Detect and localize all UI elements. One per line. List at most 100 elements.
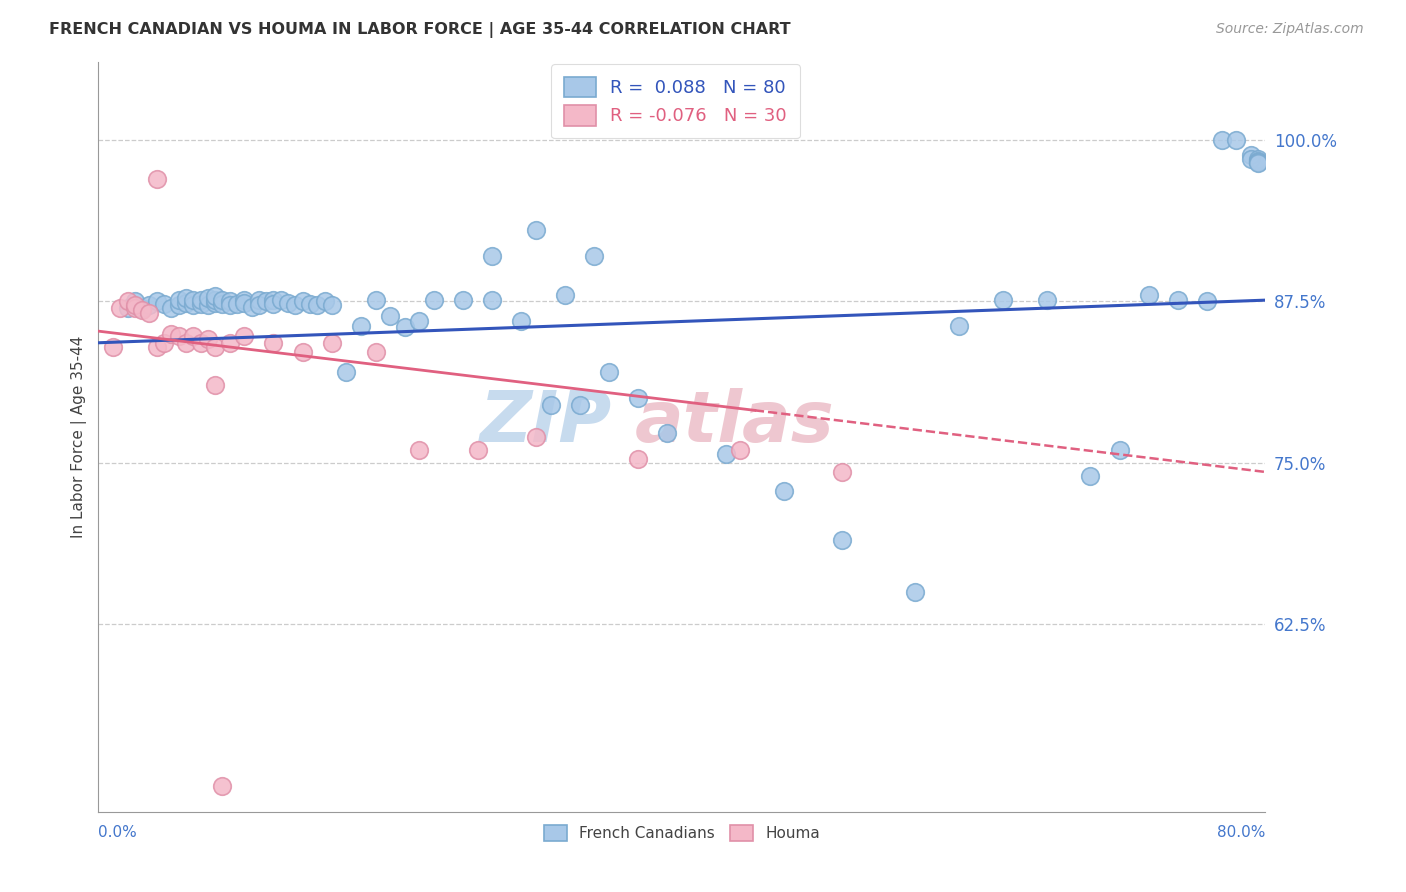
Text: FRENCH CANADIAN VS HOUMA IN LABOR FORCE | AGE 35-44 CORRELATION CHART: FRENCH CANADIAN VS HOUMA IN LABOR FORCE … — [49, 22, 790, 38]
Point — [174, 295, 197, 310]
Point — [181, 293, 204, 307]
Point — [1195, 294, 1218, 309]
Point — [380, 309, 402, 323]
Point — [211, 293, 233, 307]
Point — [160, 301, 183, 315]
Point — [1247, 155, 1270, 169]
Point — [146, 171, 169, 186]
Point — [291, 344, 314, 359]
Text: atlas: atlas — [636, 388, 835, 457]
Text: 80.0%: 80.0% — [1218, 824, 1265, 839]
Point — [138, 298, 160, 312]
Y-axis label: In Labor Force | Age 35-44: In Labor Force | Age 35-44 — [72, 336, 87, 538]
Point — [211, 779, 233, 793]
Point — [204, 378, 226, 392]
Point — [190, 293, 212, 307]
Point — [481, 249, 503, 263]
Point — [226, 297, 249, 311]
Point — [233, 295, 256, 310]
Point — [146, 294, 169, 309]
Point — [394, 320, 416, 334]
Point — [131, 303, 153, 318]
Point — [160, 326, 183, 341]
Point — [240, 300, 263, 314]
Point — [218, 335, 240, 350]
Point — [364, 344, 387, 359]
Point — [1247, 156, 1270, 170]
Legend: French Canadians, Houma: French Canadians, Houma — [536, 818, 828, 849]
Point — [233, 293, 256, 307]
Point — [131, 301, 153, 315]
Point — [335, 366, 357, 380]
Point — [408, 314, 430, 328]
Point — [991, 293, 1014, 307]
Point — [262, 335, 284, 350]
Point — [291, 294, 314, 309]
Point — [657, 426, 679, 441]
Point — [321, 335, 343, 350]
Point — [181, 298, 204, 312]
Point — [124, 298, 146, 312]
Point — [204, 295, 226, 310]
Point — [350, 318, 373, 333]
Point — [554, 288, 576, 302]
Point — [1137, 288, 1160, 302]
Point — [153, 335, 176, 350]
Point — [948, 318, 970, 333]
Point — [284, 298, 307, 312]
Point — [423, 293, 446, 307]
Text: Source: ZipAtlas.com: Source: ZipAtlas.com — [1216, 22, 1364, 37]
Point — [831, 533, 853, 548]
Point — [181, 329, 204, 343]
Point — [773, 484, 796, 499]
Point — [117, 294, 139, 309]
Point — [307, 298, 329, 312]
Point — [204, 289, 226, 303]
Point — [730, 442, 752, 457]
Point — [124, 301, 146, 315]
Point — [174, 335, 197, 350]
Text: ZIP: ZIP — [479, 388, 612, 457]
Point — [904, 585, 927, 599]
Point — [190, 297, 212, 311]
Point — [1240, 148, 1263, 162]
Point — [262, 297, 284, 311]
Point — [1167, 293, 1189, 307]
Point — [524, 430, 547, 444]
Point — [211, 297, 233, 311]
Point — [153, 297, 176, 311]
Point — [481, 293, 503, 307]
Point — [540, 398, 562, 412]
Point — [364, 293, 387, 307]
Point — [451, 293, 474, 307]
Point — [204, 293, 226, 307]
Point — [1035, 293, 1057, 307]
Point — [167, 329, 190, 343]
Point — [568, 398, 591, 412]
Point — [138, 306, 160, 320]
Point — [254, 294, 277, 309]
Point — [314, 294, 336, 309]
Point — [277, 295, 299, 310]
Point — [197, 332, 219, 346]
Point — [1240, 153, 1263, 167]
Point — [204, 340, 226, 354]
Point — [467, 442, 489, 457]
Point — [1080, 468, 1102, 483]
Point — [510, 314, 533, 328]
Point — [524, 223, 547, 237]
Point — [110, 301, 132, 315]
Point — [627, 392, 650, 406]
Point — [146, 340, 169, 354]
Point — [583, 249, 606, 263]
Point — [117, 301, 139, 315]
Point — [218, 294, 240, 309]
Point — [233, 329, 256, 343]
Point — [298, 297, 321, 311]
Point — [1247, 153, 1270, 168]
Point — [408, 442, 430, 457]
Point — [1108, 442, 1130, 457]
Point — [218, 298, 240, 312]
Point — [714, 447, 737, 461]
Point — [831, 465, 853, 479]
